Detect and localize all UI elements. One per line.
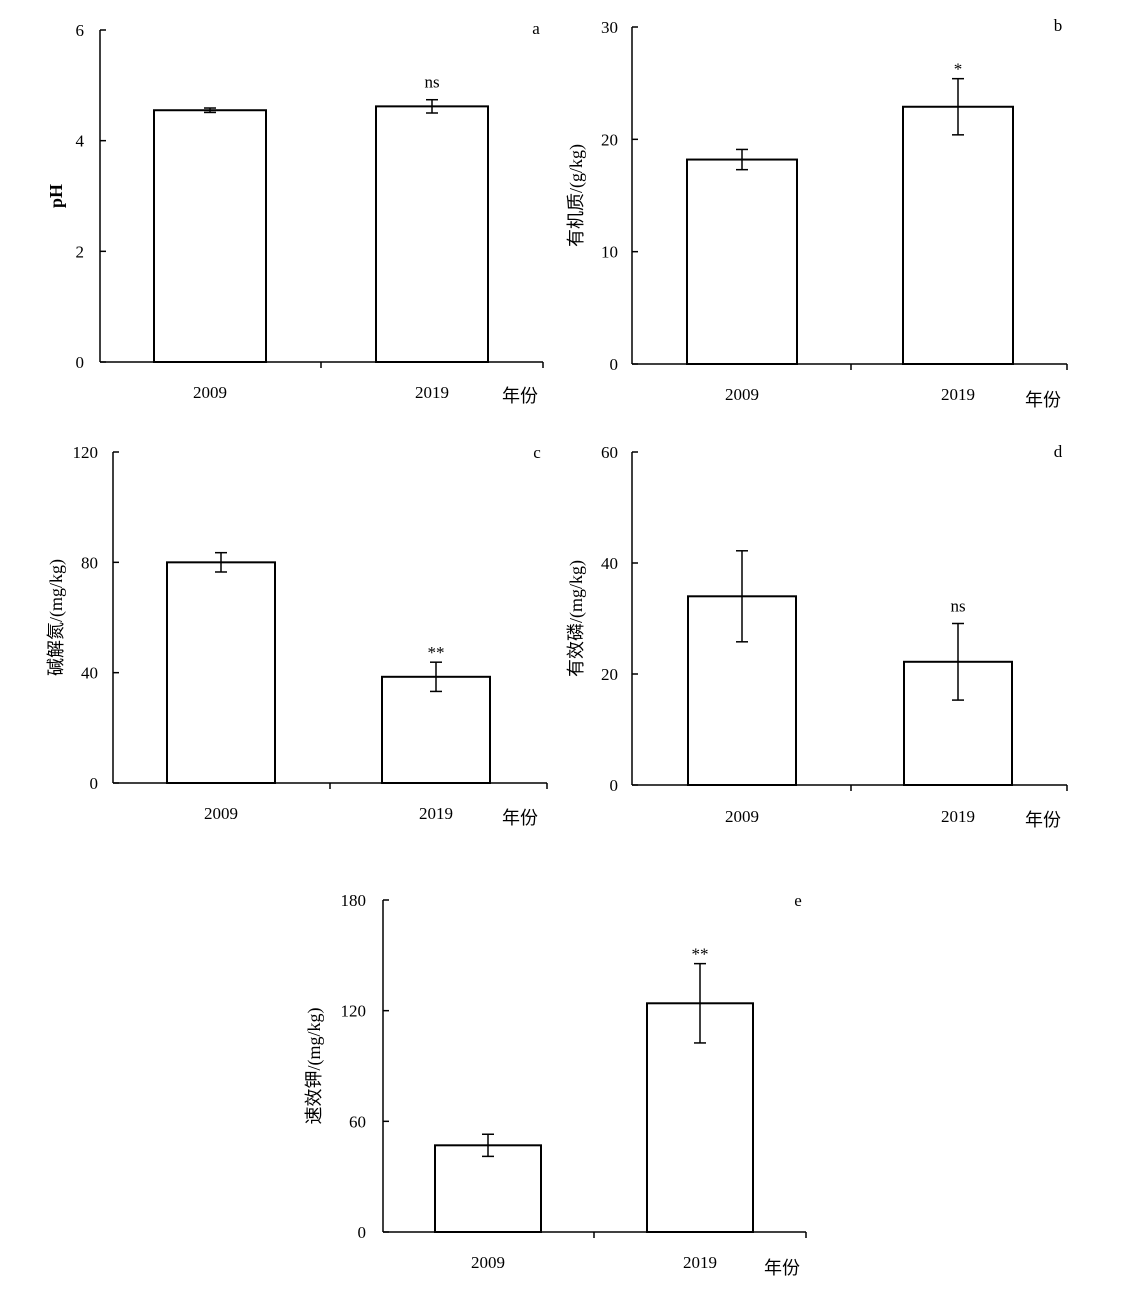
bar <box>902 105 1014 366</box>
panel-letter: a <box>532 19 540 38</box>
bar <box>153 109 267 363</box>
bar <box>375 105 489 363</box>
y-tick-label: 0 <box>358 1223 367 1242</box>
x-axis-label: 年份 <box>1025 810 1061 830</box>
x-axis-label: 年份 <box>502 808 538 828</box>
x-axis-label: 年份 <box>764 1258 800 1278</box>
y-tick-label: 0 <box>76 353 85 372</box>
y-tick-label: 0 <box>610 355 619 374</box>
y-tick-label: 120 <box>73 443 99 462</box>
significance-label: * <box>954 60 963 79</box>
panel-letter: c <box>533 443 541 462</box>
y-tick-label: 2 <box>76 242 85 261</box>
x-tick-label: 2019 <box>941 807 975 826</box>
panel-letter: e <box>794 891 802 910</box>
y-tick-label: 20 <box>601 665 618 684</box>
chart-panel-e: 0 60 120 180 速效钾/(mg/kg) e 2009 ** 2019 年份 <box>304 891 807 1278</box>
x-tick-label: 2009 <box>725 385 759 404</box>
significance-label: ** <box>428 643 445 662</box>
chart-panel-d: 0 20 40 60 有效磷/(mg/kg) d 2009 ns 2019 年份 <box>566 442 1068 830</box>
y-tick-label: 10 <box>601 243 618 262</box>
y-tick-label: 6 <box>76 21 85 40</box>
bar <box>434 1144 542 1234</box>
y-tick-label: 180 <box>341 891 367 910</box>
chart-panel-c: 0 40 80 120 碱解氮/(mg/kg) c 2009 ** 2019 年份 <box>46 443 548 828</box>
x-tick-label: 2019 <box>415 383 449 402</box>
x-tick-label: 2009 <box>471 1253 505 1272</box>
y-tick-label: 40 <box>601 554 618 573</box>
y-tick-label: 0 <box>610 776 619 795</box>
chart-panel-b: 0 10 20 30 有机质/(g/kg) b 2009 * 2019 年份 <box>566 16 1068 410</box>
x-axis-label: 年份 <box>502 386 538 406</box>
x-tick-label: 2009 <box>193 383 227 402</box>
x-tick-label: 2009 <box>725 807 759 826</box>
y-axis-label: 速效钾/(mg/kg) <box>304 1008 325 1125</box>
y-axis-label: 有机质/(g/kg) <box>566 144 587 247</box>
y-tick-label: 20 <box>601 130 618 149</box>
x-tick-label: 2019 <box>941 385 975 404</box>
y-axis-label: 碱解氮/(mg/kg) <box>46 559 67 676</box>
bar <box>166 561 276 784</box>
bar <box>686 158 798 365</box>
chart-panel-a: 0 2 4 6 pH a 2009 ns 2019 年份 <box>46 19 544 406</box>
y-tick-label: 80 <box>81 553 98 572</box>
y-tick-label: 0 <box>90 774 99 793</box>
x-tick-label: 2019 <box>683 1253 717 1272</box>
x-axis-label: 年份 <box>1025 390 1061 410</box>
y-axis-label: 有效磷/(mg/kg) <box>566 560 587 677</box>
panel-letter: b <box>1054 16 1063 35</box>
x-tick-label: 2009 <box>204 804 238 823</box>
significance-label: ns <box>424 73 439 92</box>
y-axis-label: pH <box>46 184 66 208</box>
y-tick-label: 60 <box>601 443 618 462</box>
y-tick-label: 4 <box>76 132 85 151</box>
panel-letter: d <box>1054 442 1063 461</box>
significance-label: ns <box>950 596 965 615</box>
y-tick-label: 40 <box>81 664 98 683</box>
y-tick-label: 120 <box>341 1002 367 1021</box>
significance-label: ** <box>692 945 709 964</box>
y-tick-label: 30 <box>601 18 618 37</box>
y-tick-label: 60 <box>349 1112 366 1131</box>
bar <box>381 675 491 784</box>
x-tick-label: 2019 <box>419 804 453 823</box>
